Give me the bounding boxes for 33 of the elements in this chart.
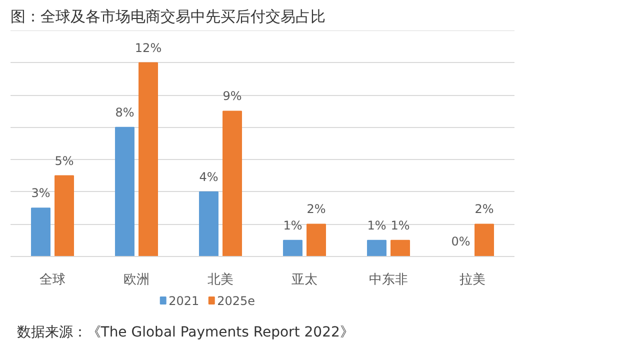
data-label: 12% — [134, 40, 162, 55]
data-label: 1% — [390, 218, 410, 232]
data-label: 5% — [54, 154, 74, 168]
data-label: 9% — [222, 89, 242, 104]
x-tick-label: 北美 — [208, 272, 234, 288]
data-label: 1% — [283, 218, 302, 232]
x-tick-label: 中东非 — [369, 272, 408, 288]
data-label: 8% — [115, 105, 134, 120]
data-label: 0% — [451, 234, 470, 248]
bar — [199, 191, 218, 256]
x-tick-label: 全球 — [40, 272, 66, 288]
legend-label: 2021 — [168, 294, 200, 308]
chart-title: 图：全球及各市场电商交易中先买后付交易占比 — [10, 8, 326, 26]
x-tick-label: 拉美 — [460, 272, 486, 288]
x-tick-label: 欧洲 — [124, 272, 150, 288]
bar — [474, 224, 494, 256]
data-label: 4% — [199, 170, 218, 184]
bar — [367, 240, 386, 256]
data-label: 2% — [306, 202, 326, 216]
data-label: 1% — [367, 218, 386, 232]
bar — [54, 175, 74, 256]
legend-label: 2025e — [217, 294, 256, 308]
bar — [283, 240, 302, 256]
bar — [115, 126, 134, 256]
bar — [138, 62, 158, 256]
bar — [222, 110, 242, 256]
source-note: 数据来源：《The Global Payments Report 2022》 — [16, 324, 354, 340]
data-label: 3% — [31, 186, 50, 200]
bar — [306, 224, 326, 256]
bar — [31, 208, 50, 256]
bar — [390, 240, 410, 256]
x-tick-label: 亚太 — [292, 272, 318, 288]
data-label: 2% — [474, 202, 494, 216]
